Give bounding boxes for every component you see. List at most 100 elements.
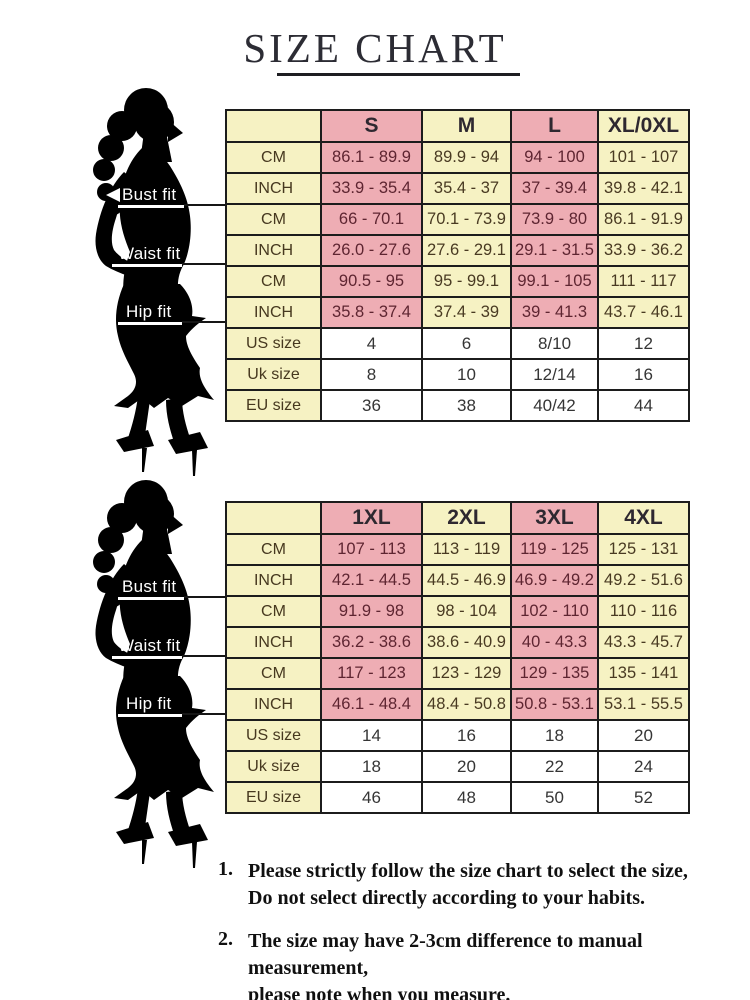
measurement-cell: 110 - 116 (597, 595, 690, 628)
measurement-cell: 53.1 - 55.5 (597, 688, 690, 721)
table-row: CM 86.1 - 89.9 89.9 - 94 94 - 100 101 - 107 (225, 141, 690, 174)
size-cell: 20 (421, 750, 512, 783)
size-cell: 40/42 (510, 389, 599, 422)
size-column-header: XL/0XL (597, 109, 690, 143)
note-line: please note when you measure. (248, 984, 511, 1000)
note-line: Please strictly follow the size chart to… (248, 860, 688, 882)
row-label-cell: Uk size (225, 358, 322, 391)
note-line: Do not select directly according to your… (248, 887, 646, 909)
size-cell: 38 (421, 389, 512, 422)
measurement-cell: 117 - 123 (320, 657, 423, 690)
measurement-cell: 27.6 - 29.1 (421, 234, 512, 267)
table-row: US size 14 16 18 20 (225, 719, 690, 752)
measurement-cell: 94 - 100 (510, 141, 599, 174)
measurement-cell: 50.8 - 53.1 (510, 688, 599, 721)
size-column-header: M (421, 109, 512, 143)
measurement-cell: 39 - 41.3 (510, 296, 599, 329)
measurement-cell: 43.7 - 46.1 (597, 296, 690, 329)
female-silhouette (58, 480, 233, 870)
measurement-cell: 44.5 - 46.9 (421, 564, 512, 597)
table-row: INCH 42.1 - 44.5 44.5 - 46.9 46.9 - 49.2 49.… (225, 564, 690, 597)
row-label-cell: INCH (225, 626, 322, 659)
measurement-cell: 95 - 99.1 (421, 265, 512, 298)
row-label-cell: US size (225, 719, 322, 752)
bust-arrow-icon (106, 188, 120, 202)
hip-fit-leader-line (182, 321, 228, 323)
size-table-2: 1XL 2XL 3XL 4XL CM 107 - 113 113 - 119 119 - 12… (225, 501, 690, 814)
notes-section: 1. Please strictly follow the size chart… (218, 858, 743, 1000)
row-label-cell: INCH (225, 296, 322, 329)
size-column-header: S (320, 109, 423, 143)
measurement-cell: 33.9 - 36.2 (597, 234, 690, 267)
measurement-cell: 37.4 - 39 (421, 296, 512, 329)
waist-fit-leader-line (182, 655, 228, 657)
row-label-cell: INCH (225, 172, 322, 205)
waist-fit-label: Waist fit (118, 244, 181, 263)
size-cell: 36 (320, 389, 423, 422)
table-row: CM 66 - 70.1 70.1 - 73.9 73.9 - 80 86.1 - 91… (225, 203, 690, 236)
table-row: Uk size 8 10 12/14 16 (225, 358, 690, 391)
size-table-1: S M L XL/0XL CM 86.1 - 89.9 89.9 - 94 94 - 100 1… (225, 109, 690, 422)
row-label-cell: EU size (225, 781, 322, 814)
hip-fit-leader-line (182, 713, 228, 715)
female-silhouette (58, 88, 233, 478)
measurement-cell: 99.1 - 105 (510, 265, 599, 298)
measurement-cell: 86.1 - 89.9 (320, 141, 423, 174)
page-title: SIZE CHART (243, 25, 507, 71)
size-cell: 46 (320, 781, 423, 814)
size-column-header: 2XL (421, 501, 512, 535)
measurement-cell: 70.1 - 73.9 (421, 203, 512, 236)
note-item: 2. The size may have 2-3cm difference to… (218, 928, 743, 1000)
corner-cell (225, 109, 322, 143)
size-column-header: 4XL (597, 501, 690, 535)
size-cell: 6 (421, 327, 512, 360)
measurement-cell: 125 - 131 (597, 533, 690, 566)
size-cell: 14 (320, 719, 423, 752)
size-cell: 24 (597, 750, 690, 783)
table-row: EU size 46 48 50 52 (225, 781, 690, 814)
waist-fit-label: Waist fit (118, 636, 181, 655)
measurement-cell: 101 - 107 (597, 141, 690, 174)
measurement-cell: 113 - 119 (421, 533, 512, 566)
note-line: The size may have 2-3cm difference to ma… (248, 930, 643, 979)
table-row: CM 91.9 - 98 98 - 104 102 - 110 110 - 116 (225, 595, 690, 628)
size-cell: 12 (597, 327, 690, 360)
hip-fit-underline (118, 322, 182, 325)
row-label-cell: CM (225, 141, 322, 174)
waist-fit-leader-line (182, 263, 228, 265)
bust-fit-label: Bust fit (122, 577, 177, 596)
table-row: EU size 36 38 40/42 44 (225, 389, 690, 422)
table-row: INCH 26.0 - 27.6 27.6 - 29.1 29.1 - 31.5 33.… (225, 234, 690, 267)
measurement-cell: 98 - 104 (421, 595, 512, 628)
measurement-cell: 66 - 70.1 (320, 203, 423, 236)
measurement-cell: 38.6 - 40.9 (421, 626, 512, 659)
table-row: INCH 46.1 - 48.4 48.4 - 50.8 50.8 - 53.1 53.… (225, 688, 690, 721)
measurement-cell: 91.9 - 98 (320, 595, 423, 628)
size-cell: 10 (421, 358, 512, 391)
note-number: 1. (218, 858, 233, 880)
row-label-cell: CM (225, 203, 322, 236)
bust-fit-leader-line (184, 204, 228, 206)
row-label-cell: CM (225, 657, 322, 690)
measurement-cell: 29.1 - 31.5 (510, 234, 599, 267)
measurement-cell: 26.0 - 27.6 (320, 234, 423, 267)
measurement-cell: 119 - 125 (510, 533, 599, 566)
measurement-cell: 73.9 - 80 (510, 203, 599, 236)
bust-fit-leader-line (184, 596, 228, 598)
measurement-cell: 123 - 129 (421, 657, 512, 690)
size-cell: 44 (597, 389, 690, 422)
hip-fit-label: Hip fit (126, 694, 172, 713)
measurement-cell: 111 - 117 (597, 265, 690, 298)
row-label-cell: CM (225, 595, 322, 628)
row-label-cell: Uk size (225, 750, 322, 783)
table-row: CM 107 - 113 113 - 119 119 - 125 125 - 131 (225, 533, 690, 566)
measurement-cell: 135 - 141 (597, 657, 690, 690)
table-row: INCH 35.8 - 37.4 37.4 - 39 39 - 41.3 43.7 - … (225, 296, 690, 329)
size-column-header: 3XL (510, 501, 599, 535)
measurement-cell: 49.2 - 51.6 (597, 564, 690, 597)
size-cell: 4 (320, 327, 423, 360)
size-cell: 48 (421, 781, 512, 814)
row-label-cell: EU size (225, 389, 322, 422)
size-cell: 22 (510, 750, 599, 783)
waist-fit-underline (112, 264, 182, 267)
